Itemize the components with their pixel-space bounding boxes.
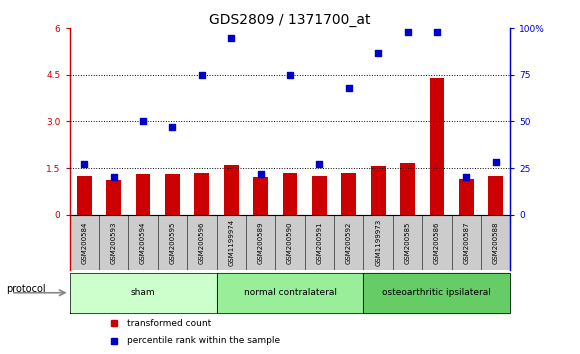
Bar: [77, 176, 92, 215]
Text: GSM200589: GSM200589: [258, 221, 264, 264]
Bar: [364, 215, 393, 270]
Text: transformed count: transformed count: [127, 319, 211, 327]
Point: [491, 160, 501, 165]
Bar: [158, 215, 187, 270]
Bar: [452, 215, 481, 270]
Bar: [187, 215, 216, 270]
Bar: [304, 215, 334, 270]
Point: [168, 124, 177, 130]
Point: [139, 119, 148, 124]
Text: GSM200585: GSM200585: [404, 221, 411, 264]
Text: GSM1199974: GSM1199974: [228, 219, 234, 266]
Text: GSM200586: GSM200586: [434, 221, 440, 264]
Bar: [216, 215, 246, 270]
Point: [227, 35, 236, 40]
Bar: [371, 166, 386, 215]
Bar: [364, 273, 510, 313]
Bar: [246, 215, 276, 270]
Point: [403, 29, 412, 35]
Point: [285, 72, 295, 78]
Bar: [459, 179, 474, 215]
Bar: [488, 176, 503, 215]
Bar: [422, 215, 452, 270]
Point: [109, 175, 118, 180]
Bar: [253, 177, 268, 215]
Bar: [224, 165, 238, 215]
Point: [256, 171, 265, 176]
Point: [344, 85, 353, 91]
Bar: [194, 173, 209, 215]
Point: [462, 175, 471, 180]
Bar: [70, 215, 99, 270]
Text: GSM200594: GSM200594: [140, 221, 146, 264]
Bar: [400, 163, 415, 215]
Bar: [430, 78, 444, 215]
Text: GSM200584: GSM200584: [81, 221, 88, 264]
Text: GSM200590: GSM200590: [287, 221, 293, 264]
Bar: [165, 174, 180, 215]
Bar: [99, 215, 128, 270]
Text: percentile rank within the sample: percentile rank within the sample: [127, 336, 280, 345]
Bar: [106, 181, 121, 215]
Text: GSM1199973: GSM1199973: [375, 219, 381, 266]
Text: GSM200587: GSM200587: [463, 221, 469, 264]
Bar: [70, 273, 216, 313]
Point: [79, 161, 89, 167]
Text: sham: sham: [130, 288, 155, 297]
Bar: [216, 273, 364, 313]
Point: [197, 72, 206, 78]
Text: GSM200595: GSM200595: [169, 221, 176, 264]
Title: GDS2809 / 1371700_at: GDS2809 / 1371700_at: [209, 13, 371, 27]
Bar: [481, 215, 510, 270]
Bar: [334, 215, 364, 270]
Bar: [136, 174, 150, 215]
Bar: [128, 215, 158, 270]
Text: GSM200596: GSM200596: [199, 221, 205, 264]
Text: GSM200591: GSM200591: [316, 221, 322, 264]
Text: GSM200588: GSM200588: [492, 221, 499, 264]
Text: normal contralateral: normal contralateral: [244, 288, 336, 297]
Bar: [276, 215, 304, 270]
Text: GSM200592: GSM200592: [346, 221, 352, 264]
Point: [374, 50, 383, 55]
Point: [315, 161, 324, 167]
Text: GSM200593: GSM200593: [111, 221, 117, 264]
Text: osteoarthritic ipsilateral: osteoarthritic ipsilateral: [382, 288, 491, 297]
Point: [432, 29, 441, 35]
Bar: [393, 215, 422, 270]
Text: protocol: protocol: [6, 284, 45, 293]
Bar: [342, 173, 356, 215]
Bar: [282, 173, 298, 215]
Bar: [312, 176, 327, 215]
